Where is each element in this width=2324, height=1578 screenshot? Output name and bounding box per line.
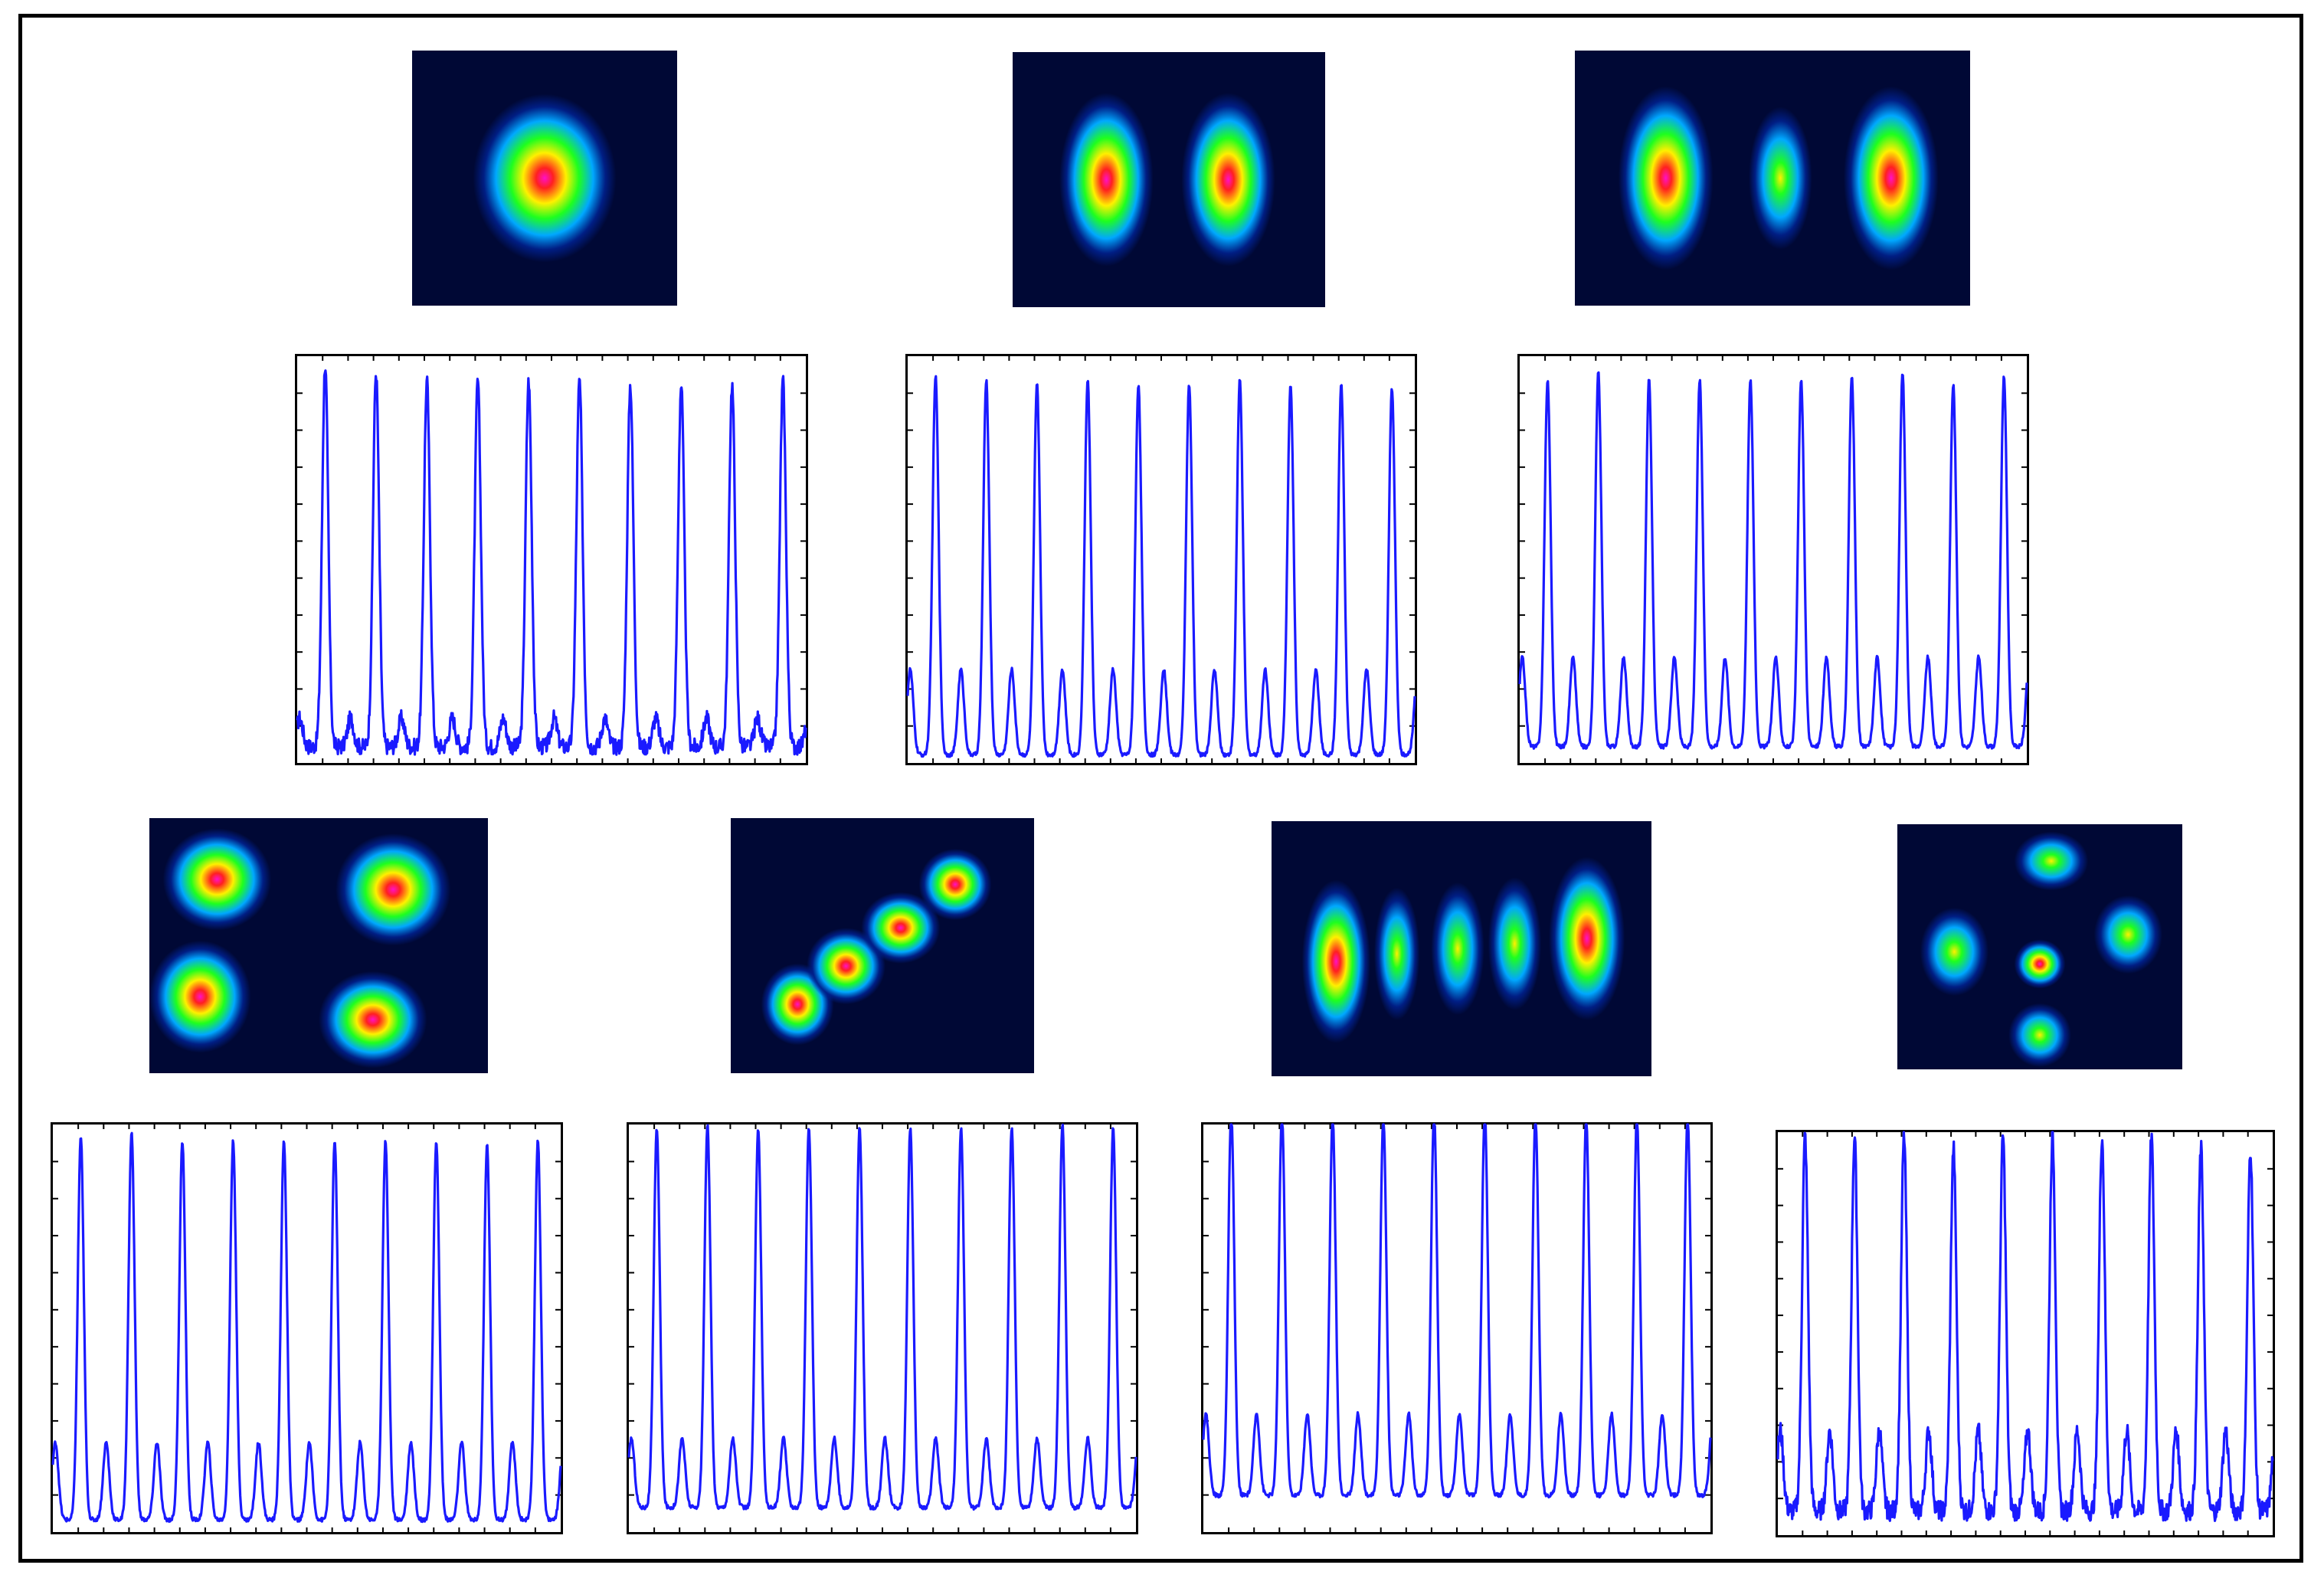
- beam-lobe: [162, 828, 272, 931]
- beam-lobe: [149, 940, 251, 1053]
- beam-lobe: [473, 93, 617, 263]
- beam-lobe: [2014, 939, 2066, 989]
- pulse-trace-3: [1517, 354, 2029, 765]
- pulse-train-series: [51, 1131, 562, 1524]
- beam-profile-4: [149, 818, 488, 1073]
- beam-lobe: [1301, 879, 1370, 1043]
- pulse-trace-6: [1201, 1122, 1713, 1534]
- pulse-train-series: [1518, 371, 2028, 750]
- pulse-train-series: [627, 1123, 1137, 1511]
- pulse-train-series: [1776, 1131, 2274, 1522]
- beam-lobe: [1843, 86, 1939, 270]
- pulse-trace-4: [51, 1122, 563, 1534]
- beam-lobe: [1549, 856, 1625, 1020]
- pulse-trace-7: [1776, 1130, 2275, 1537]
- beam-lobe: [918, 848, 992, 921]
- pulse-train-series: [906, 375, 1416, 758]
- figure-frame: [18, 14, 2303, 1563]
- beam-profile-3: [1575, 51, 1970, 306]
- pulse-trace-1: [295, 354, 808, 765]
- pulse-trace-5: [627, 1122, 1138, 1534]
- beam-lobe: [336, 833, 451, 946]
- beam-lobe: [2093, 895, 2162, 974]
- beam-profile-5: [731, 818, 1034, 1073]
- tick-marks: [628, 1124, 1137, 1533]
- beam-profile-1: [412, 51, 677, 306]
- beam-lobe: [1373, 887, 1420, 1020]
- tick-marks: [52, 1124, 561, 1533]
- tick-marks: [1519, 355, 2028, 764]
- beam-lobe: [1059, 93, 1154, 267]
- pulse-train-series: [296, 369, 807, 756]
- beam-lobe: [861, 892, 941, 964]
- beam-lobe: [807, 928, 885, 1005]
- beam-profile-7: [1897, 824, 2182, 1069]
- beam-lobe: [2008, 1003, 2071, 1067]
- beam-profile-2: [1013, 52, 1325, 307]
- tick-marks: [907, 355, 1416, 764]
- beam-lobe: [319, 971, 427, 1069]
- beam-profile-6: [1272, 821, 1651, 1076]
- pulse-trace-2: [905, 354, 1417, 765]
- beam-lobe: [2014, 831, 2089, 891]
- tick-marks: [1777, 1131, 2273, 1536]
- beam-lobe: [1618, 86, 1714, 270]
- beam-lobe: [1181, 93, 1275, 267]
- pulse-train-series: [1202, 1123, 1712, 1499]
- beam-lobe: [1920, 907, 1989, 996]
- beam-lobe: [1749, 106, 1812, 250]
- beam-lobe: [1488, 877, 1542, 1010]
- beam-lobe: [1431, 882, 1484, 1016]
